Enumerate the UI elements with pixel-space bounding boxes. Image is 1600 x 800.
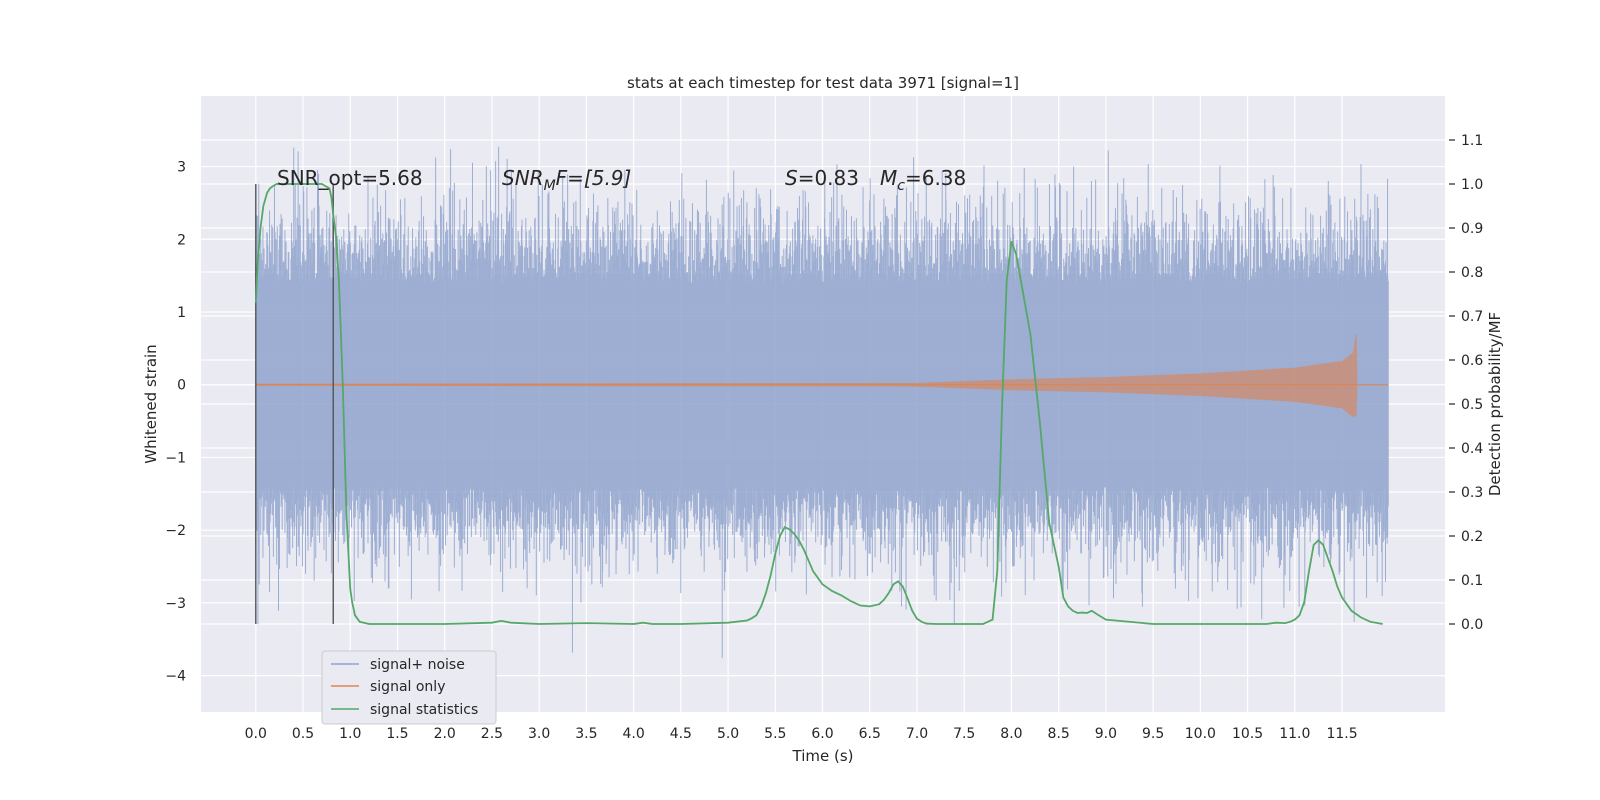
statistics-line [254, 183, 1383, 625]
mc-sub: c [897, 178, 905, 194]
legend: signal+ noise signal only signal statist… [321, 650, 497, 725]
y2-tick-label: 1.1 [1461, 133, 1483, 149]
y-tick-label: 2 [177, 232, 186, 248]
x-tick-label: 2.0 [434, 726, 456, 742]
y2-tick-label: 0.5 [1461, 397, 1483, 413]
x-tick-label: 11.0 [1279, 726, 1310, 742]
x-tick-label: 3.5 [575, 726, 597, 742]
annotation-s: S=0.83 [785, 166, 859, 190]
snr-mf-rest: F=[5.9] [556, 166, 632, 190]
y-tick-label: 1 [177, 305, 186, 321]
snr-mf-main: SNR [502, 166, 544, 190]
annotation-snr-mf: SNRMF=[5.9] [502, 166, 631, 194]
x-tick-label: 6.5 [859, 726, 881, 742]
x-tick-label: 2.5 [481, 726, 503, 742]
y-tick-label: −1 [165, 450, 186, 466]
x-tick-label: 4.0 [622, 726, 644, 742]
y2-tick-label: 0.0 [1461, 617, 1483, 633]
x-tick-label: 1.0 [339, 726, 361, 742]
y2-tick-label: 0.1 [1461, 573, 1483, 589]
signal-statistics-series [254, 183, 1383, 625]
y2-tick-label: 0.4 [1461, 441, 1483, 457]
y-tick-label: 0 [177, 378, 186, 394]
y2-tick-label: 1.0 [1461, 177, 1483, 193]
y-ticks: 3 2 1 0 −1 −2 −3 −4 [165, 160, 186, 685]
s-rest: =0.83 [798, 166, 859, 190]
y2-tick-label: 0.9 [1461, 221, 1483, 237]
annotation-mc: Mc=6.38 [880, 166, 966, 194]
legend-box [321, 650, 497, 725]
x-tick-label: 8.5 [1048, 726, 1070, 742]
x-tick-label: 5.5 [764, 726, 786, 742]
y-axis-label: Whitened strain [142, 344, 160, 463]
legend-label-noise: signal+ noise [370, 657, 465, 673]
vertical-markers [255, 184, 334, 624]
y2-tick-label: 0.7 [1461, 309, 1483, 325]
y2-tick-label: 0.8 [1461, 265, 1483, 281]
signal-only-series [255, 333, 1389, 418]
y2-axis-label: Detection probability/MF [1486, 312, 1504, 496]
y2-tick-label: 0.6 [1461, 353, 1483, 369]
y-tick-label: 3 [177, 160, 186, 176]
x-tick-label: 9.0 [1095, 726, 1117, 742]
y2-ticks: 1.1 1.0 0.9 0.8 0.7 0.6 0.5 0.4 0.3 0.2 0.1 0.0 [1449, 133, 1483, 633]
mc-main: M [880, 166, 897, 190]
y-tick-label: −4 [165, 669, 186, 685]
x-tick-label: 1.5 [386, 726, 408, 742]
x-tick-label: 9.5 [1142, 726, 1164, 742]
x-tick-label: 11.5 [1326, 726, 1357, 742]
x-tick-label: 5.0 [717, 726, 739, 742]
y-tick-label: −3 [165, 596, 186, 612]
x-tick-label: 7.0 [906, 726, 928, 742]
y-tick-label: −2 [165, 523, 186, 539]
x-axis-label: Time (s) [792, 747, 854, 765]
legend-label-statistics: signal statistics [370, 702, 478, 718]
s-main: S [785, 166, 798, 190]
x-tick-label: 3.0 [528, 726, 550, 742]
x-ticks: 0.0 0.5 1.0 1.5 2.0 2.5 3.0 3.5 4.0 4.5 5.0 5.5 6.0 6… [245, 726, 1358, 742]
signal-envelope [255, 333, 1358, 418]
x-tick-label: 0.5 [292, 726, 314, 742]
y2-tick-label: 0.2 [1461, 529, 1483, 545]
chart-title: stats at each timestep for test data 397… [627, 74, 1019, 92]
mc-rest: =6.38 [905, 166, 966, 190]
x-tick-label: 4.5 [670, 726, 692, 742]
x-tick-label: 8.0 [1000, 726, 1022, 742]
x-tick-label: 10.5 [1232, 726, 1263, 742]
y2-tick-label: 0.3 [1461, 485, 1483, 501]
legend-label-signal: signal only [370, 679, 445, 695]
x-tick-label: 0.0 [245, 726, 267, 742]
x-tick-label: 6.0 [811, 726, 833, 742]
x-tick-label: 10.0 [1185, 726, 1216, 742]
annotation-snr-opt: SNR_opt=5.68 [277, 166, 423, 190]
snr-mf-sub: M [544, 178, 556, 194]
x-tick-label: 7.5 [953, 726, 975, 742]
